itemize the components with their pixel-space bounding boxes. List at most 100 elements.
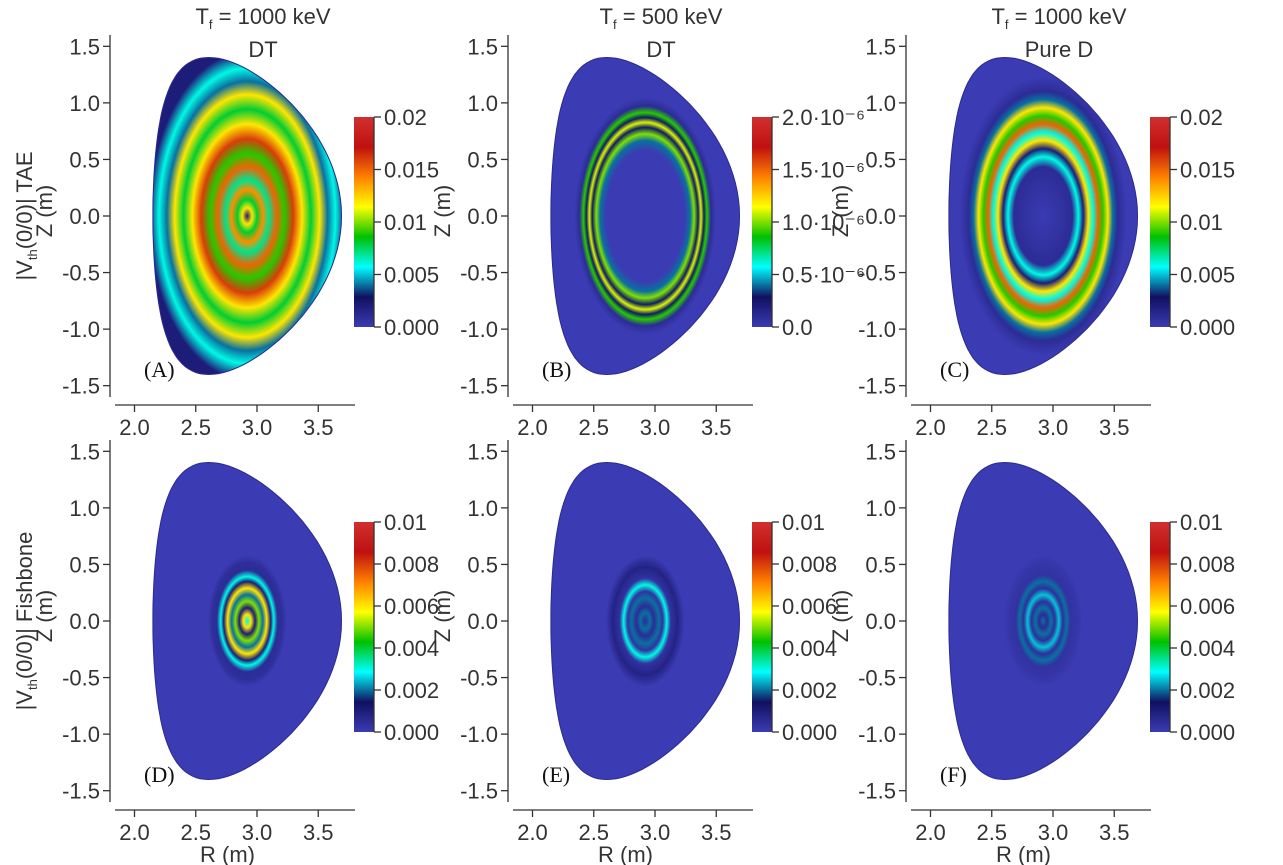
column-title-1: Tf = 1000 keV [195, 4, 330, 32]
colorbar-tick-label: 0.02 [1180, 105, 1223, 130]
colorbar-tick-label: 0.005 [1180, 263, 1235, 288]
row-label-2: |Vth(0/0)| Fishbone [12, 532, 40, 711]
y-axis-label: Z (m) [32, 590, 57, 643]
y-tick-label: 1.5 [69, 439, 100, 464]
y-tick-label: 1.5 [467, 439, 498, 464]
x-tick-label: 2.0 [915, 820, 946, 845]
y-tick-label: -1.0 [858, 722, 896, 747]
row-label-1: |Vth(0/0)| TAE [12, 151, 40, 280]
x-tick-label: 3.0 [1038, 415, 1069, 440]
y-tick-label: 0.0 [467, 204, 498, 229]
y-tick-label: -0.5 [460, 666, 498, 691]
panel-F: 1.5 1.0 0.5 0.0 -0.5 -1.0 -1.5 Z (m) 2.0 2.5 3.0 3.… [828, 439, 1235, 865]
colorbar-tick-label: 0.01 [782, 510, 825, 535]
colorbar-E [752, 522, 772, 732]
panel-A: 1.5 1.0 0.5 0.0 -0.5 -1.0 -1.5 Z (m) 2.0 2.5 3.0 3.… [32, 34, 439, 440]
y-tick-label: 1.0 [865, 91, 896, 116]
y-tick-label: -1.5 [62, 779, 100, 804]
field-map-E [550, 462, 740, 780]
y-tick-label: 1.5 [865, 439, 896, 464]
colorbar-C [1150, 117, 1170, 327]
colorbar-D [354, 522, 374, 732]
x-tick-label: 2.0 [517, 820, 548, 845]
y-tick-label: 1.0 [467, 496, 498, 521]
colorbar-tick-label: 0.002 [1180, 678, 1235, 703]
colorbar-tick-label: 0.002 [384, 678, 439, 703]
y-tick-label: -1.0 [460, 722, 498, 747]
colorbar-B [752, 117, 772, 327]
y-tick-label: 0.0 [69, 609, 100, 634]
colorbar-tick-label: 0.01 [1180, 210, 1223, 235]
title-main: T [195, 4, 208, 29]
x-tick-label: 3.5 [701, 415, 732, 440]
colorbar-tick-label: 0.000 [782, 720, 837, 745]
y-tick-label: -1.5 [858, 374, 896, 399]
y-tick-label: 0.0 [865, 204, 896, 229]
column-title-3: Tf = 1000 keV [991, 4, 1126, 32]
y-tick-label: -1.0 [62, 317, 100, 342]
colorbar-tick-label: 0.01 [1180, 510, 1223, 535]
colorbar-tick-label: 0.005 [384, 263, 439, 288]
x-tick-label: 2.5 [180, 820, 211, 845]
y-tick-label: 0.5 [865, 552, 896, 577]
colorbar-A [354, 117, 374, 327]
panel-B: 1.5 1.0 0.5 0.0 -0.5 -1.0 -1.5 Z (m) 2.0 2.5 3.0 3.… [430, 34, 865, 440]
x-tick-label: 3.0 [1038, 820, 1069, 845]
x-tick-label: 3.5 [303, 820, 334, 845]
y-tick-label: 0.5 [467, 552, 498, 577]
y-tick-label: -0.5 [858, 666, 896, 691]
y-tick-label: 1.5 [865, 34, 896, 59]
y-tick-label: 1.0 [865, 496, 896, 521]
x-tick-label: 2.5 [976, 415, 1007, 440]
colorbar-F [1150, 522, 1170, 732]
column-subtitle-1: DT [248, 37, 277, 62]
x-tick-label: 2.0 [915, 415, 946, 440]
panel-label-C: (C) [940, 357, 969, 382]
panel-label-A: (A) [144, 357, 175, 382]
x-tick-label: 2.5 [180, 415, 211, 440]
y-tick-label: 1.0 [467, 91, 498, 116]
colorbar-tick-label: 0.000 [1180, 720, 1235, 745]
title-main: T [991, 4, 1004, 29]
colorbar-tick-label: 1.0·10⁻⁶ [782, 210, 865, 235]
colorbar-tick-label: 0.004 [1180, 636, 1235, 661]
y-tick-label: -0.5 [62, 666, 100, 691]
y-tick-label: 0.0 [865, 609, 896, 634]
y-tick-label: 0.0 [467, 609, 498, 634]
field-map-D [152, 462, 342, 780]
y-tick-label: -0.5 [460, 261, 498, 286]
title-main: T [600, 4, 613, 29]
y-tick-label: 1.5 [467, 34, 498, 59]
y-tick-label: -1.0 [62, 722, 100, 747]
y-axis-label: Z (m) [828, 185, 853, 238]
y-tick-label: 0.5 [865, 147, 896, 172]
colorbar-tick-label: 0.02 [384, 105, 427, 130]
y-tick-label: -1.0 [858, 317, 896, 342]
y-tick-label: 0.0 [69, 204, 100, 229]
x-tick-label: 3.0 [640, 820, 671, 845]
x-tick-label: 2.0 [119, 820, 150, 845]
panel-label-F: (F) [940, 762, 967, 787]
field-map-F [948, 462, 1138, 780]
column-title-2: Tf = 500 keV [600, 4, 723, 32]
colorbar-tick-label: 0.006 [384, 594, 439, 619]
x-tick-label: 2.0 [119, 415, 150, 440]
field-map-B [550, 57, 740, 375]
x-tick-label: 2.0 [517, 415, 548, 440]
panel-D: 1.5 1.0 0.5 0.0 -0.5 -1.0 -1.5 Z (m) 2.0 2.5 3.0 3.… [32, 439, 439, 865]
y-tick-label: 0.5 [69, 147, 100, 172]
colorbar-tick-label: 0.008 [384, 552, 439, 577]
y-tick-label: -0.5 [62, 261, 100, 286]
x-tick-label: 2.5 [578, 415, 609, 440]
x-axis-label: R (m) [996, 842, 1051, 865]
colorbar-tick-label: 0.01 [384, 510, 427, 535]
x-tick-label: 3.5 [303, 415, 334, 440]
y-tick-label: 1.0 [69, 496, 100, 521]
colorbar-tick-label: 0.5·10⁻⁶ [782, 263, 865, 288]
panel-label-E: (E) [542, 762, 570, 787]
y-tick-label: 0.5 [69, 552, 100, 577]
colorbar-tick-label: 0.0 [782, 315, 813, 340]
colorbar-tick-label: 0.015 [384, 158, 439, 183]
column-subtitle-2: DT [646, 37, 675, 62]
